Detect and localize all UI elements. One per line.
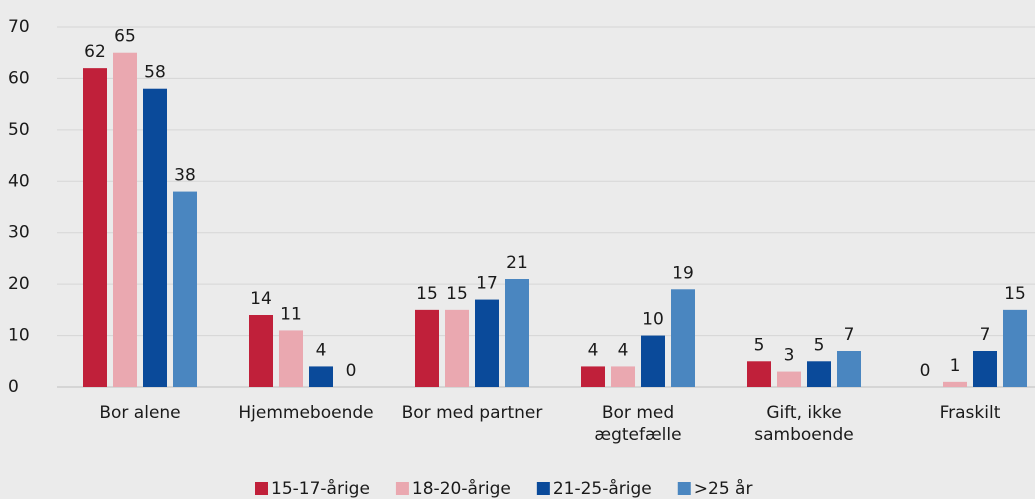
data-label: 10 (642, 310, 664, 330)
data-label: 5 (754, 335, 765, 355)
data-label: 5 (814, 335, 825, 355)
data-label: 3 (784, 346, 795, 366)
data-label: 4 (316, 340, 327, 360)
legend-swatch (255, 482, 268, 495)
x-tick-label: Bor med partner (401, 403, 543, 423)
data-label: 62 (84, 42, 106, 62)
bar (475, 299, 499, 387)
bar (581, 366, 605, 387)
y-tick-label: 40 (8, 171, 30, 191)
data-label: 15 (416, 284, 438, 304)
bar (83, 68, 107, 388)
data-label: 14 (250, 289, 272, 309)
y-tick-label: 30 (8, 223, 30, 243)
legend-label: >25 år (694, 478, 753, 499)
bar (415, 309, 439, 387)
legend-label: 21-25-årige (553, 478, 652, 499)
data-label: 19 (672, 263, 694, 283)
data-label: 4 (618, 340, 629, 360)
bar (747, 361, 771, 387)
y-tick-label: 50 (8, 120, 30, 140)
legend-label: 18-20-årige (412, 478, 511, 499)
bar (249, 315, 273, 387)
y-tick-label: 60 (8, 68, 30, 88)
bar (611, 366, 635, 387)
y-tick-label: 10 (8, 326, 30, 346)
y-tick-label: 70 (8, 17, 30, 37)
legend-swatch (677, 482, 691, 495)
bar (279, 330, 303, 387)
legend-label: 15-17-årige (271, 478, 370, 499)
bar (641, 335, 665, 387)
bar (113, 52, 137, 387)
y-tick-label: 0 (8, 377, 19, 397)
data-label: 7 (844, 325, 855, 345)
data-label: 65 (114, 27, 136, 47)
bar (173, 191, 197, 387)
data-label: 15 (1004, 284, 1026, 304)
bar (973, 351, 997, 387)
x-tick-label: Bor alene (99, 403, 181, 423)
data-label: 17 (476, 274, 498, 294)
data-label: 7 (980, 325, 991, 345)
bar (1003, 309, 1027, 387)
bar (807, 361, 831, 387)
bar (777, 371, 801, 387)
bar (309, 366, 333, 387)
bar (505, 279, 529, 387)
data-label: 21 (506, 253, 528, 273)
data-label: 0 (346, 361, 357, 381)
data-label: 1 (950, 356, 961, 376)
bar (837, 351, 861, 387)
bar (143, 88, 167, 387)
data-label: 0 (920, 361, 931, 381)
legend-swatch (536, 482, 550, 495)
x-tick-label: Hjemmeboende (238, 403, 374, 423)
data-label: 11 (280, 304, 302, 324)
x-tick-label: Fraskilt (939, 403, 1001, 423)
bar (445, 309, 469, 387)
bar (671, 289, 695, 387)
legend-swatch (395, 482, 409, 495)
bar (943, 381, 967, 387)
data-label: 58 (144, 63, 166, 83)
y-tick-label: 20 (8, 274, 30, 294)
data-label: 38 (174, 166, 196, 186)
data-label: 4 (588, 340, 599, 360)
x-tick-label: Gift, ikke samboende (754, 403, 854, 445)
x-tick-label: Bor med ægtefælle (594, 403, 682, 445)
data-label: 15 (446, 284, 468, 304)
